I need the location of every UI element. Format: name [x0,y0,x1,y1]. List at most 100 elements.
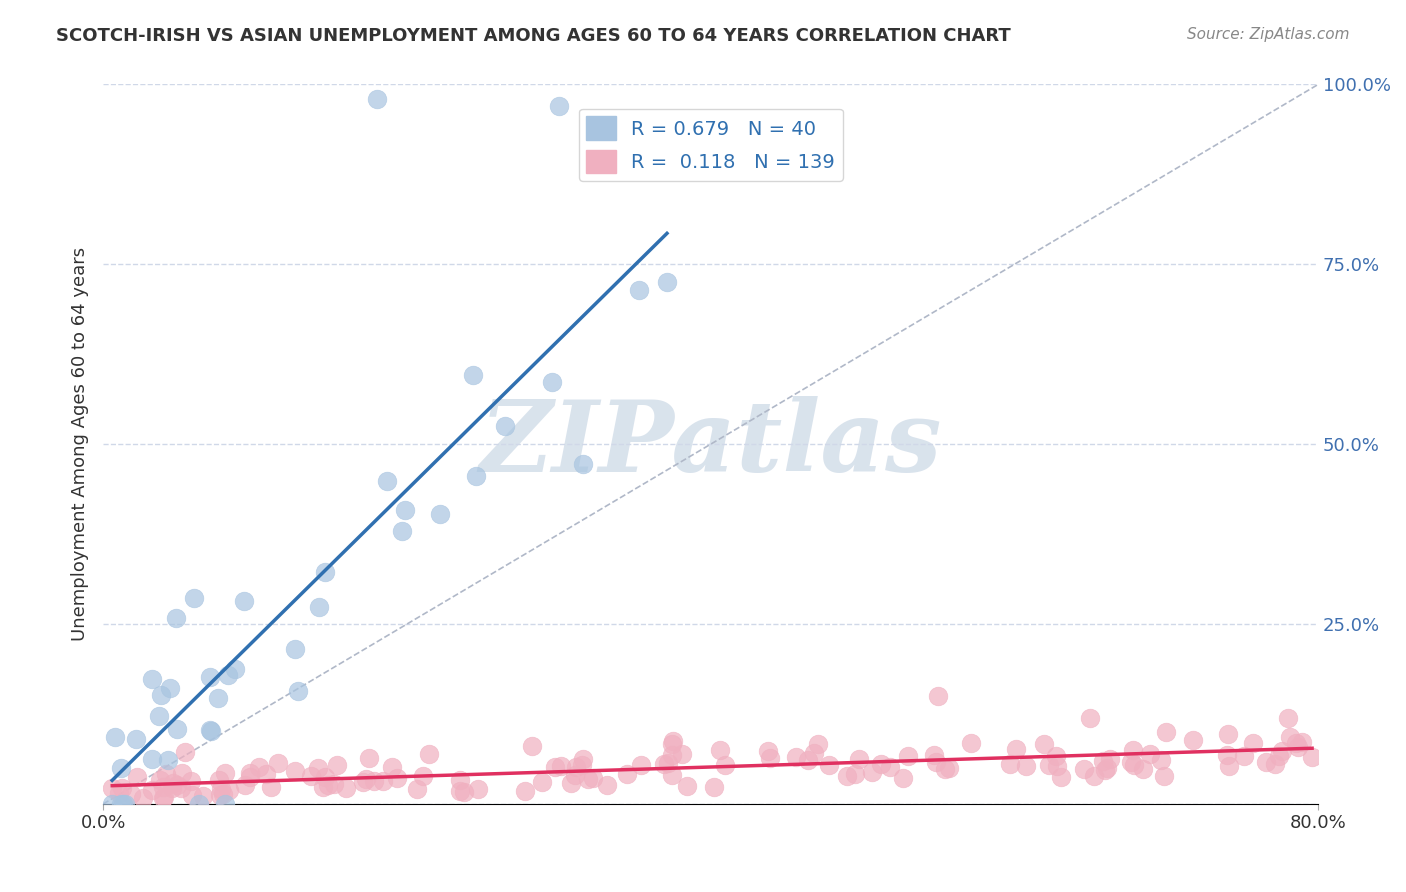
Asians [108,786,131,800]
Asians [630,758,652,772]
Asians [661,747,683,762]
Asians [870,756,893,771]
Scotch-Irish [494,418,516,433]
Asians [571,758,593,772]
Asians [170,765,193,780]
Scotch-Irish [283,642,305,657]
Asians [1099,752,1122,766]
Scotch-Irish [112,797,135,811]
Asians [550,758,572,772]
Asians [565,759,588,773]
Asians [924,756,946,770]
Scotch-Irish [183,591,205,605]
Asians [239,766,262,780]
Asians [803,746,825,760]
Asians [1291,735,1313,749]
Scotch-Irish [149,688,172,702]
Asians [1154,725,1177,739]
Scotch-Irish [207,690,229,705]
Asians [218,783,240,797]
Asians [1233,748,1256,763]
Scotch-Irish [655,276,678,290]
Asians [254,767,277,781]
Asians [131,791,153,805]
Asians [1218,758,1240,772]
Scotch-Irish [165,611,187,625]
Scotch-Irish [461,368,484,383]
Asians [260,780,283,795]
Asians [412,769,434,783]
Scotch-Irish [394,502,416,516]
Asians [453,785,475,799]
Asians [675,779,697,793]
Asians [1122,743,1144,757]
Asians [314,770,336,784]
Asians [595,778,617,792]
Asians [564,768,586,782]
Scotch-Irish [156,753,179,767]
Asians [120,787,142,801]
Asians [323,777,346,791]
Asians [233,778,256,792]
Asians [714,757,737,772]
Asians [1094,763,1116,777]
Scotch-Irish [214,797,236,811]
Asians [662,734,685,748]
Asians [141,783,163,797]
Asians [155,766,177,780]
Asians [381,759,404,773]
Scotch-Irish [429,508,451,522]
Text: SCOTCH-IRISH VS ASIAN UNEMPLOYMENT AMONG AGES 60 TO 64 YEARS CORRELATION CHART: SCOTCH-IRISH VS ASIAN UNEMPLOYMENT AMONG… [56,27,1011,45]
Asians [307,761,329,775]
Asians [922,747,945,762]
Scotch-Irish [114,797,136,811]
Asians [111,781,134,796]
Asians [209,781,232,796]
Asians [756,744,779,758]
Asians [363,773,385,788]
Asians [879,760,901,774]
Scotch-Irish [314,565,336,579]
Asians [1046,759,1069,773]
Asians [1139,747,1161,761]
Asians [1005,742,1028,756]
Asians [180,788,202,802]
Asians [860,764,883,779]
Asians [576,772,599,787]
Asians [1256,755,1278,769]
Asians [152,780,174,794]
Asians [998,756,1021,771]
Scotch-Irish [547,99,569,113]
Asians [703,780,725,794]
Asians [149,773,172,788]
Asians [1264,757,1286,772]
Asians [385,771,408,785]
Asians [191,789,214,803]
Scotch-Irish [141,672,163,686]
Text: ZIPatlas: ZIPatlas [479,396,942,492]
Asians [652,756,675,771]
Legend: R = 0.679   N = 40, R =  0.118   N = 139: R = 0.679 N = 40, R = 0.118 N = 139 [579,109,842,181]
Scotch-Irish [465,469,488,483]
Scotch-Irish [541,375,564,389]
Scotch-Irish [391,524,413,539]
Asians [162,776,184,790]
Asians [1271,744,1294,758]
Asians [572,752,595,766]
Asians [1182,733,1205,747]
Asians [1216,727,1239,741]
Asians [153,789,176,804]
Scotch-Irish [572,457,595,471]
Asians [311,780,333,794]
Asians [239,771,262,785]
Asians [1095,761,1118,775]
Asians [152,790,174,805]
Asians [356,772,378,786]
Asians [1279,731,1302,745]
Y-axis label: Unemployment Among Ages 60 to 64 years: Unemployment Among Ages 60 to 64 years [72,247,89,641]
Scotch-Irish [224,662,246,676]
Asians [818,758,841,772]
Asians [359,751,381,765]
Asians [449,784,471,798]
Asians [844,767,866,781]
